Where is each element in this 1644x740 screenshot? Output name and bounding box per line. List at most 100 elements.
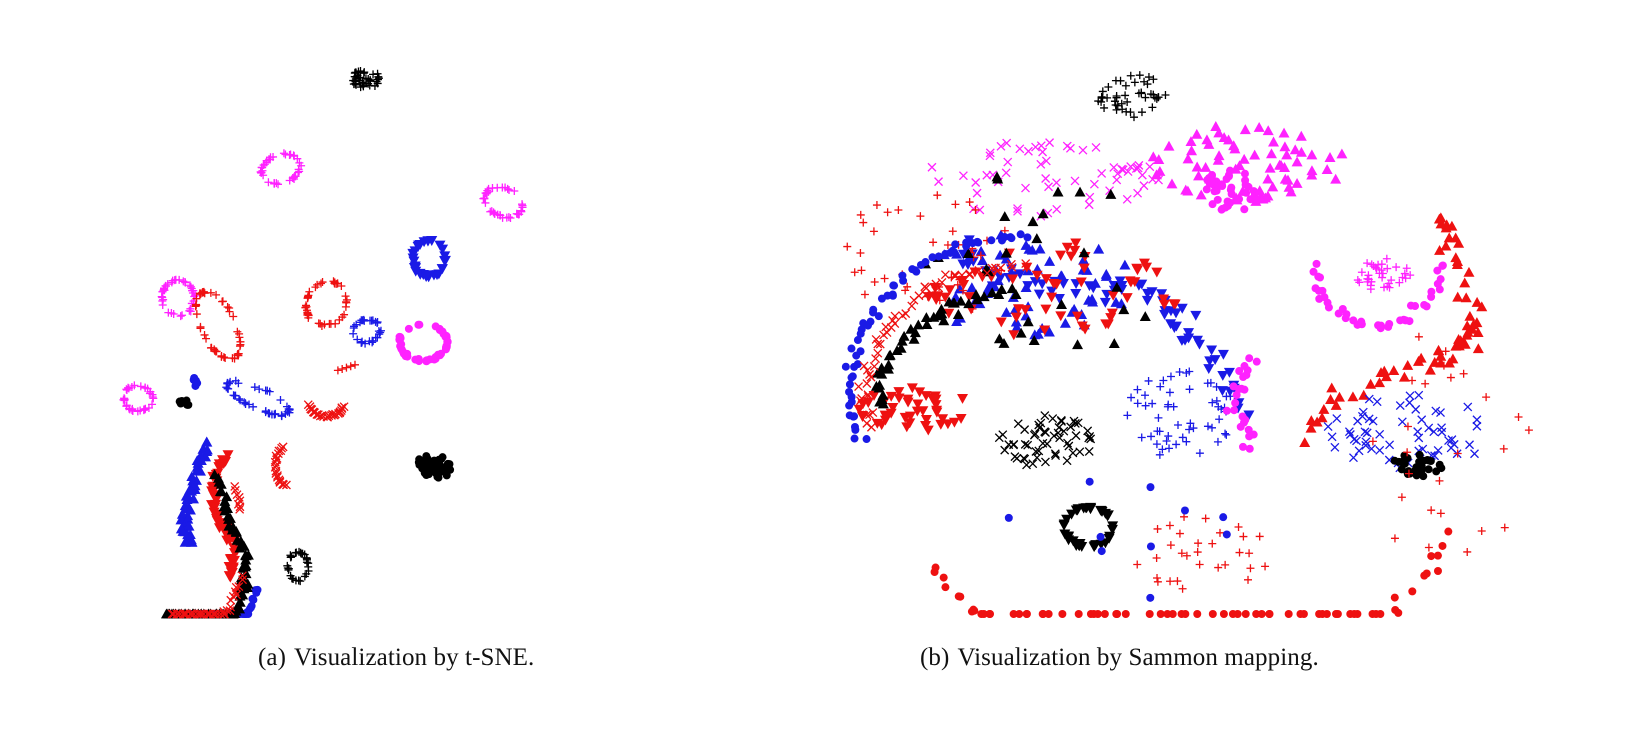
data-point	[1350, 610, 1358, 618]
data-point	[1221, 561, 1229, 569]
data-point	[899, 277, 907, 285]
data-point	[894, 206, 902, 214]
data-point	[1268, 137, 1279, 147]
data-point	[1439, 261, 1447, 269]
data-point	[1253, 358, 1261, 366]
data-point	[1254, 122, 1265, 132]
data-point	[842, 363, 850, 371]
point-cluster-magenta-plus-1	[257, 149, 305, 188]
data-point	[1290, 144, 1301, 154]
data-point	[966, 271, 974, 279]
point-cluster-red-circle-0	[931, 528, 1453, 618]
data-point	[845, 402, 853, 410]
data-point	[1005, 514, 1013, 522]
data-point	[1208, 424, 1216, 432]
data-point	[951, 200, 959, 208]
caption-tag: (b)	[920, 644, 949, 671]
data-point	[304, 563, 312, 571]
data-point	[854, 336, 862, 344]
data-point	[1236, 549, 1244, 557]
data-point	[1425, 544, 1433, 552]
data-point	[1142, 296, 1153, 306]
data-point	[1222, 204, 1230, 212]
data-point	[1222, 431, 1230, 439]
data-point	[1002, 169, 1010, 177]
data-point	[851, 426, 859, 434]
data-point	[1164, 432, 1172, 440]
data-point	[1113, 92, 1121, 100]
point-cluster-red-cross-24	[231, 482, 244, 513]
data-point	[1355, 447, 1363, 455]
data-point	[227, 596, 235, 604]
data-point	[179, 277, 187, 285]
data-point	[1460, 370, 1468, 378]
data-point	[1127, 72, 1135, 80]
data-point	[931, 568, 939, 576]
data-point	[1240, 124, 1251, 134]
data-point	[973, 189, 981, 197]
data-point	[1263, 125, 1274, 135]
data-point	[433, 473, 441, 481]
point-cluster-magenta-cross-6	[928, 139, 1163, 221]
caption-tsne: (a) Visualization by t-SNE.	[258, 644, 534, 672]
data-point	[1233, 391, 1241, 399]
data-point	[1181, 506, 1189, 514]
panel-sammon: (b) Visualization by Sammon mapping.	[790, 0, 1644, 740]
data-point	[443, 338, 451, 346]
data-point	[1435, 477, 1443, 485]
data-point	[861, 290, 869, 298]
data-point	[880, 331, 888, 339]
data-point	[940, 574, 948, 582]
data-point	[1146, 163, 1154, 171]
data-point	[881, 274, 889, 282]
data-point	[1076, 448, 1084, 456]
point-cluster-red-plus-6	[301, 277, 351, 330]
point-cluster-magenta-plus-2	[479, 184, 526, 222]
data-point	[276, 396, 284, 404]
data-point	[1459, 278, 1470, 288]
data-point	[1425, 465, 1433, 473]
data-point	[1007, 234, 1015, 242]
data-point	[1055, 251, 1066, 261]
data-point	[1392, 263, 1400, 271]
point-cluster-black-circle-15	[176, 397, 193, 409]
data-point	[1138, 434, 1146, 442]
data-point	[1010, 441, 1018, 449]
data-point	[1040, 305, 1051, 315]
data-point	[996, 317, 1007, 327]
data-point	[1072, 339, 1083, 349]
data-point	[1039, 148, 1047, 156]
data-point	[1249, 150, 1260, 160]
data-point	[1216, 529, 1224, 537]
data-point	[884, 208, 892, 216]
data-point	[1141, 391, 1149, 399]
data-point	[1221, 430, 1229, 438]
data-point	[933, 191, 941, 199]
data-point	[159, 301, 167, 309]
data-point	[1437, 464, 1445, 472]
data-point	[1001, 233, 1009, 241]
data-point	[229, 313, 237, 321]
data-point	[1463, 267, 1474, 277]
data-point	[1179, 585, 1187, 593]
data-point	[1438, 428, 1446, 436]
data-point	[1045, 183, 1053, 191]
point-cluster-black-triangle-up-14	[871, 283, 1022, 408]
data-point	[1358, 320, 1366, 328]
data-point	[1331, 443, 1339, 451]
data-point	[280, 149, 288, 157]
data-point	[1398, 418, 1406, 426]
data-point	[1240, 205, 1248, 213]
data-point	[1079, 146, 1087, 154]
data-point	[396, 342, 404, 350]
data-point	[1101, 269, 1112, 279]
data-point	[882, 323, 890, 331]
data-point	[1161, 91, 1169, 99]
data-point	[1053, 205, 1061, 213]
data-point	[1121, 91, 1129, 99]
data-point	[1017, 230, 1025, 238]
data-point	[1376, 610, 1384, 618]
data-point	[1395, 458, 1403, 466]
data-point	[1196, 560, 1204, 568]
data-point	[518, 202, 526, 210]
